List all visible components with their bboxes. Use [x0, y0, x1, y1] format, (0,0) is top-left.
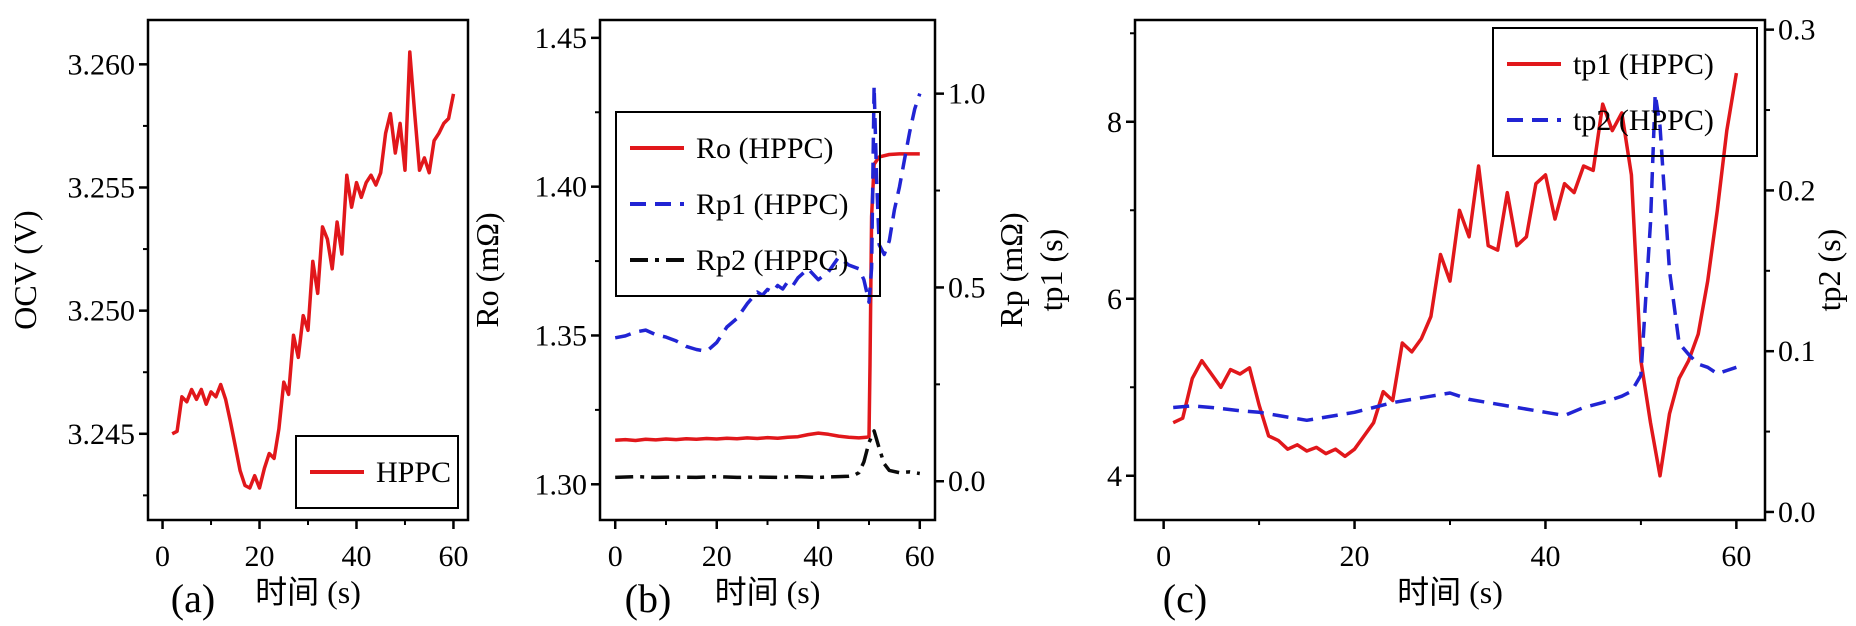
y-left-tick-label: 3.250: [68, 295, 136, 328]
x-tick-label: 60: [438, 540, 468, 573]
x-axis-label: 时间 (s): [1397, 574, 1503, 610]
y-left-tick-label: 4: [1107, 460, 1122, 493]
y-left-tick-label: 1.35: [535, 319, 588, 352]
panel-b: 0 20 40 60 1.30 1.35 1.40 1.45 0.0 0.5 1.0 Ro (HPPC…: [469, 18, 1029, 621]
series-tp2-line: [1173, 92, 1737, 423]
panel-letter-label: (a): [171, 576, 215, 621]
legend-box: [615, 111, 881, 297]
y-right-tick-label: 0.0: [948, 465, 986, 498]
y-axis-label-right: Rp (mΩ): [993, 212, 1029, 327]
y-right-tick-label: 0.0: [1778, 496, 1816, 529]
plot-box: [146, 18, 470, 522]
x-tick-label: 0: [155, 540, 170, 573]
panel-a: 0 20 40 60 3.245 3.250 3.255 3.260 HPPC 时间 (s) OCV…: [7, 18, 470, 621]
x-axis-label: 时间 (s): [255, 574, 361, 610]
y-right-tick-label: 0.1: [1778, 335, 1816, 368]
panel-letter-label: (b): [625, 576, 672, 621]
x-tick-label: 0: [608, 540, 623, 573]
x-tick-label: 60: [905, 540, 935, 573]
y-right-tick-label: 1.0: [948, 78, 986, 111]
y-axis-label-left: tp1 (s): [1033, 229, 1069, 312]
x-tick-label: 40: [1530, 540, 1560, 573]
legend-label: tp2 (HPPC): [1573, 104, 1714, 137]
x-axis-label: 时间 (s): [715, 574, 821, 610]
series-Rp1-line: [614, 84, 922, 354]
y-left-tick-label: 3.255: [68, 171, 136, 204]
y-right-tick-label: 0.5: [948, 271, 986, 304]
y-left-tick-label: 8: [1107, 106, 1122, 139]
y-axis-label-left: OCV (V): [7, 210, 43, 329]
series-tp1-line: [1172, 72, 1739, 478]
series-Rp2-line: [615, 429, 921, 480]
legend-label: Rp1 (HPPC): [696, 188, 849, 221]
x-tick-label: 20: [1340, 540, 1370, 573]
legend-label: HPPC: [376, 456, 451, 489]
legend-box: [1492, 27, 1758, 157]
y-right-tick-label: 0.3: [1778, 14, 1816, 47]
panel-c: 0 20 40 60 4 6 8 0.0 0.1 0.2 0.3 tp1 (HPPC) tp2 (HPP…: [1033, 14, 1847, 621]
legend-label: tp1 (HPPC): [1573, 48, 1714, 81]
x-tick-label: 40: [803, 540, 833, 573]
x-tick-label: 20: [245, 540, 275, 573]
y-axis-label-right: tp2 (s): [1811, 229, 1847, 312]
y-left-tick-label: 6: [1107, 283, 1122, 316]
y-left-tick-label: 1.45: [535, 22, 588, 55]
x-tick-label: 40: [341, 540, 371, 573]
y-left-tick-label: 1.30: [535, 468, 588, 501]
y-axis-label-left: Ro (mΩ): [469, 212, 505, 327]
legend-box: [295, 435, 459, 509]
y-left-tick-label: 3.245: [68, 418, 136, 451]
y-left-tick-label: 1.40: [535, 171, 588, 204]
x-tick-label: 60: [1721, 540, 1751, 573]
panel-letter-label: (c): [1163, 576, 1207, 621]
x-tick-label: 20: [702, 540, 732, 573]
x-tick-label: 0: [1156, 540, 1171, 573]
legend-label: Rp2 (HPPC): [696, 244, 849, 277]
series-HPPC-line: [171, 50, 456, 490]
y-right-tick-label: 0.2: [1778, 174, 1816, 207]
legend-label: Ro (HPPC): [696, 132, 834, 165]
y-left-tick-label: 3.260: [68, 48, 136, 81]
